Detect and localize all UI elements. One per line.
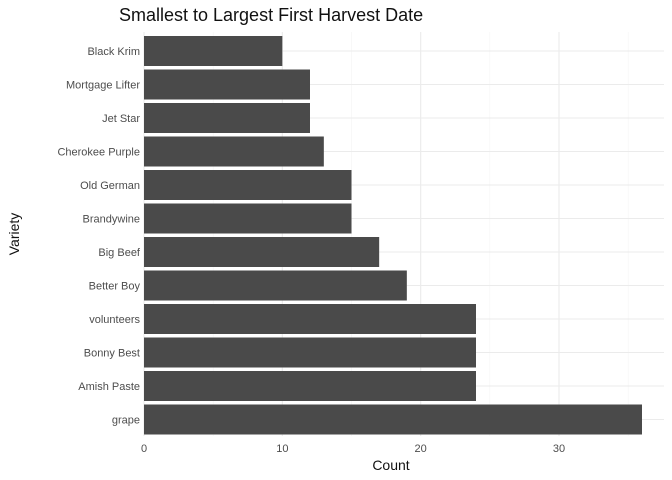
bar: [144, 136, 324, 167]
x-tick-label: 30: [553, 443, 565, 455]
bar: [144, 170, 352, 200]
x-tick-labels: 0 10 20 30: [141, 443, 565, 455]
y-axis-title: Variety: [6, 213, 22, 256]
y-tick-label: Mortgage Lifter: [66, 80, 140, 92]
x-tick-label: 0: [141, 443, 147, 455]
y-tick-label: Jet Star: [102, 113, 140, 125]
y-tick-label: volunteers: [89, 314, 140, 326]
chart-title: Smallest to Largest First Harvest Date: [119, 5, 423, 25]
x-tick-label: 10: [276, 443, 288, 455]
bar: [144, 36, 283, 66]
y-tick-label: Old German: [80, 180, 140, 192]
bar: [144, 304, 476, 334]
y-tick-label: Bonny Best: [84, 348, 140, 360]
bars-layer: [144, 36, 642, 435]
y-tick-labels: Black Krim Mortgage Lifter Jet Star Cheroke…: [57, 46, 140, 427]
bar: [144, 69, 310, 100]
bar: [144, 404, 642, 435]
bar: [144, 270, 407, 301]
bar: [144, 371, 476, 401]
bar: [144, 237, 380, 267]
bar: [144, 337, 476, 368]
y-tick-label: Amish Paste: [78, 381, 140, 393]
x-axis-title: Count: [372, 457, 409, 473]
y-tick-label: Brandywine: [83, 214, 140, 226]
bar: [144, 103, 310, 133]
x-tick-label: 20: [415, 443, 427, 455]
y-tick-label: Cherokee Purple: [57, 147, 140, 159]
y-tick-label: Black Krim: [87, 46, 140, 58]
y-tick-label: grape: [112, 415, 140, 427]
y-tick-label: Big Beef: [98, 247, 141, 259]
bar: [144, 203, 352, 234]
y-tick-label: Better Boy: [89, 281, 141, 293]
